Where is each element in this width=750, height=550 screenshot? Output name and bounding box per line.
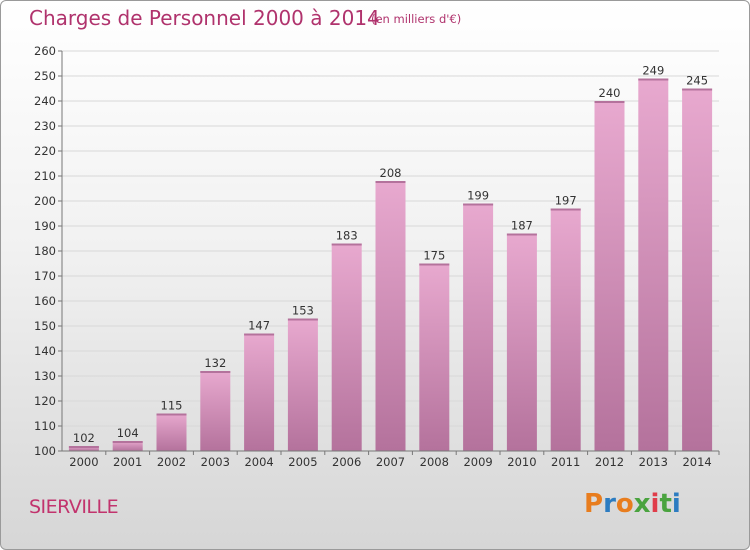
y-tick-label-210: 210 [34, 169, 56, 183]
x-tick-label-2009: 2009 [463, 455, 492, 469]
bar-top-2002 [156, 413, 187, 416]
bar-2008 [419, 263, 450, 451]
y-tick-label-100: 100 [34, 444, 56, 458]
logo-letter: x [633, 489, 651, 519]
value-label-2000: 102 [73, 431, 95, 445]
y-tick-label-260: 260 [34, 44, 56, 58]
x-tick-label-2010: 2010 [507, 455, 536, 469]
logo-letter: i [671, 489, 681, 519]
x-tick-label-2012: 2012 [595, 455, 624, 469]
bar-top-2013 [638, 78, 669, 81]
x-tick-label-2013: 2013 [639, 455, 668, 469]
bar-top-2004 [244, 333, 275, 336]
logo-letter: i [650, 489, 660, 519]
chart-title: Charges de Personnel 2000 à 2014 [29, 6, 380, 30]
bar-top-2011 [550, 208, 581, 211]
value-label-2014: 245 [686, 74, 708, 88]
bar-2007 [375, 181, 406, 451]
bar-top-2014 [682, 88, 713, 91]
bar-2006 [331, 243, 362, 451]
bar-top-2010 [506, 233, 537, 236]
y-tick-label-240: 240 [34, 94, 56, 108]
y-tick-label-170: 170 [34, 269, 56, 283]
value-label-2004: 147 [248, 319, 270, 333]
bar-2003 [200, 371, 231, 451]
value-label-2003: 132 [204, 356, 226, 370]
x-tick-label-2003: 2003 [201, 455, 230, 469]
bar-top-2000 [68, 446, 99, 448]
x-tick-label-2005: 2005 [288, 455, 317, 469]
bar-top-2007 [375, 181, 406, 183]
logo-letter: P [584, 489, 604, 519]
bar-2011 [550, 208, 581, 451]
value-label-2001: 104 [117, 426, 139, 440]
bar-2009 [463, 203, 494, 451]
bar-2001 [112, 441, 143, 451]
bar-2005 [287, 318, 318, 451]
bar-top-2005 [287, 318, 318, 321]
value-label-2012: 240 [599, 86, 621, 100]
bar-2000 [68, 446, 99, 451]
commune-name: SIERVILLE [29, 496, 119, 518]
bar-2013 [638, 78, 669, 451]
x-tick-label-2002: 2002 [157, 455, 186, 469]
y-tick-label-130: 130 [34, 369, 56, 383]
x-tick-label-2007: 2007 [376, 455, 405, 469]
y-tick-label-250: 250 [34, 69, 56, 83]
y-tick-label-230: 230 [34, 119, 56, 133]
logo-letter: t [659, 489, 672, 519]
x-tick-label-2011: 2011 [551, 455, 580, 469]
value-label-2008: 175 [423, 249, 445, 263]
bar-top-2009 [463, 203, 494, 206]
y-tick-label-160: 160 [34, 294, 56, 308]
y-tick-label-120: 120 [34, 394, 56, 408]
x-tick-label-2000: 2000 [69, 455, 98, 469]
chart-subtitle: (en milliers d'€) [371, 12, 462, 26]
bar-2014 [682, 88, 713, 451]
bar-2002 [156, 413, 187, 451]
value-label-2005: 153 [292, 304, 314, 318]
bar-top-2003 [200, 371, 231, 373]
y-tick-label-190: 190 [34, 219, 56, 233]
y-tick-label-200: 200 [34, 194, 56, 208]
value-label-2009: 199 [467, 189, 489, 203]
proxiti-logo: Proxiti [584, 489, 681, 519]
y-tick-label-110: 110 [34, 419, 56, 433]
x-tick-label-2008: 2008 [420, 455, 449, 469]
bar-2004 [244, 333, 275, 451]
value-label-2011: 197 [555, 194, 577, 208]
bar-top-2012 [594, 101, 625, 103]
bar-2010 [506, 233, 537, 451]
logo-letter: o [615, 489, 634, 519]
y-tick-label-150: 150 [34, 319, 56, 333]
bar-top-2006 [331, 243, 362, 246]
y-tick-label-220: 220 [34, 144, 56, 158]
bar-top-2001 [112, 441, 143, 443]
value-label-2013: 249 [642, 64, 664, 78]
y-tick-label-180: 180 [34, 244, 56, 258]
x-tick-label-2006: 2006 [332, 455, 361, 469]
x-tick-label-2004: 2004 [244, 455, 273, 469]
x-tick-label-2001: 2001 [113, 455, 142, 469]
y-tick-label-140: 140 [34, 344, 56, 358]
value-label-2007: 208 [380, 166, 402, 180]
bar-top-2008 [419, 263, 450, 266]
logo-letter: r [603, 489, 616, 519]
x-tick-label-2014: 2014 [682, 455, 711, 469]
value-label-2002: 115 [161, 399, 183, 413]
value-label-2006: 183 [336, 229, 358, 243]
bar-2012 [594, 101, 625, 451]
value-label-2010: 187 [511, 219, 533, 233]
